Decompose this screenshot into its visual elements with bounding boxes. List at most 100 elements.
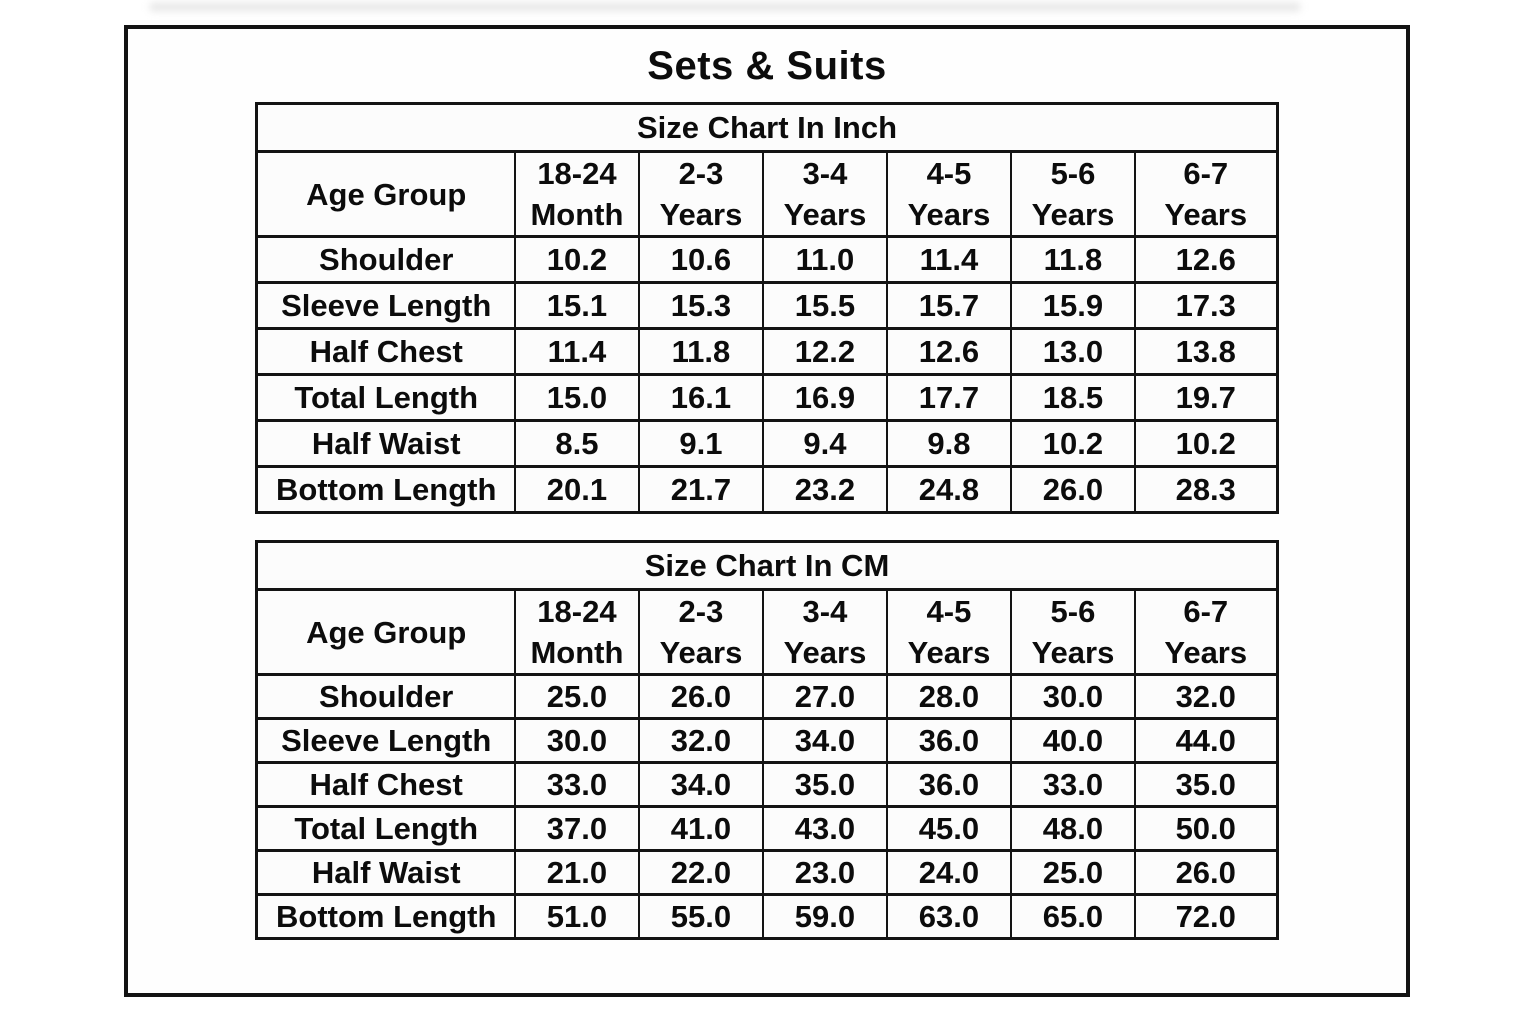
age-unit-label: Years [783,635,867,670]
age-range-label: 5-6 [1050,594,1096,629]
age-range-label: 2-3 [678,594,724,629]
age-unit-label: Years [907,197,991,232]
size-value: 72.0 [1133,893,1279,940]
measurement-label: Total Length [255,373,516,422]
measurement-row: Sleeve Length 15.1 15.3 15.5 15.7 15.9 17.3 [255,281,1279,330]
size-value: 17.7 [885,373,1012,422]
size-value: 59.0 [761,893,888,940]
size-value: 43.0 [761,805,888,852]
age-range-label: 4-5 [926,594,972,629]
size-value: 11.4 [885,235,1012,284]
age-column-header: 18-24 Month [513,150,640,238]
size-value: 51.0 [513,893,640,940]
measurement-label: Half Waist [255,419,516,468]
size-value: 11.8 [637,327,764,376]
table-title-row: Size Chart In CM [255,540,1279,591]
age-range-label: 18-24 [537,594,617,629]
size-value: 26.0 [1009,465,1136,514]
measurement-row: Sleeve Length 30.0 32.0 34.0 36.0 40.0 44.0 [255,717,1279,764]
size-value: 22.0 [637,849,764,896]
age-unit-label: Years [1031,635,1115,670]
size-value: 11.4 [513,327,640,376]
size-value: 23.0 [761,849,888,896]
age-column-header: 4-5 Years [885,150,1012,238]
size-value: 44.0 [1133,717,1279,764]
size-value: 26.0 [637,673,764,720]
measurement-label: Half Waist [255,849,516,896]
size-value: 13.8 [1133,327,1279,376]
measurement-label: Shoulder [255,673,516,720]
size-value: 36.0 [885,717,1012,764]
table-title: Size Chart In Inch [255,102,1279,153]
age-unit-label: Years [1031,197,1115,232]
measurement-label: Sleeve Length [255,717,516,764]
size-value: 24.0 [885,849,1012,896]
age-range-label: 6-7 [1183,156,1229,191]
age-column-header: 3-4 Years [761,150,888,238]
age-column-header: 18-24 Month [513,588,640,676]
size-value: 9.4 [761,419,888,468]
size-value: 30.0 [513,717,640,764]
size-value: 30.0 [1009,673,1136,720]
size-value: 23.2 [761,465,888,514]
size-value: 9.8 [885,419,1012,468]
size-value: 11.0 [761,235,888,284]
size-value: 36.0 [885,761,1012,808]
size-value: 20.1 [513,465,640,514]
size-value: 10.2 [1009,419,1136,468]
size-value: 35.0 [761,761,888,808]
size-value: 15.9 [1009,281,1136,330]
size-value: 37.0 [513,805,640,852]
age-range-label: 6-7 [1183,594,1229,629]
size-value: 15.1 [513,281,640,330]
size-value: 28.0 [885,673,1012,720]
size-value: 9.1 [637,419,764,468]
size-value: 24.8 [885,465,1012,514]
age-range-label: 18-24 [537,156,617,191]
size-value: 10.2 [1133,419,1279,468]
measurement-row: Total Length 37.0 41.0 43.0 45.0 48.0 50.0 [255,805,1279,852]
age-range-label: 4-5 [926,156,972,191]
size-value: 13.0 [1009,327,1136,376]
measurement-label: Half Chest [255,761,516,808]
age-group-header: Age Group [255,588,516,676]
size-value: 34.0 [637,761,764,808]
age-unit-label: Years [783,197,867,232]
age-unit-label: Years [1164,635,1248,670]
measurement-label: Sleeve Length [255,281,516,330]
size-value: 15.7 [885,281,1012,330]
size-value: 10.2 [513,235,640,284]
age-unit-label: Years [907,635,991,670]
age-unit-label: Years [659,635,743,670]
age-group-header: Age Group [255,150,516,238]
size-value: 48.0 [1009,805,1136,852]
measurement-row: Half Chest 33.0 34.0 35.0 36.0 33.0 35.0 [255,761,1279,808]
table-title: Size Chart In CM [255,540,1279,591]
size-value: 15.0 [513,373,640,422]
age-column-header: 5-6 Years [1009,150,1136,238]
size-value: 11.8 [1009,235,1136,284]
size-value: 65.0 [1009,893,1136,940]
age-column-header: 3-4 Years [761,588,888,676]
size-value: 34.0 [761,717,888,764]
size-value: 15.3 [637,281,764,330]
size-chart-inch-table: Size Chart In Inch Age Group 18-24 Month 2-3… [255,102,1279,514]
measurement-row: Bottom Length 51.0 55.0 59.0 63.0 65.0 72.0 [255,893,1279,940]
size-value: 55.0 [637,893,764,940]
measurement-label: Half Chest [255,327,516,376]
size-value: 33.0 [513,761,640,808]
age-unit-label: Month [530,635,624,670]
age-range-label: 3-4 [802,594,848,629]
measurement-row: Bottom Length 20.1 21.7 23.2 24.8 26.0 28.3 [255,465,1279,514]
size-value: 32.0 [1133,673,1279,720]
age-column-header: 6-7 Years [1133,588,1279,676]
measurement-label: Bottom Length [255,465,516,514]
age-unit-label: Years [1164,197,1248,232]
size-value: 50.0 [1133,805,1279,852]
size-value: 26.0 [1133,849,1279,896]
age-column-header: 2-3 Years [637,150,764,238]
measurement-label: Bottom Length [255,893,516,940]
outer-frame: Sets & Suits Size Chart In Inch Age Group… [124,25,1410,997]
age-range-label: 3-4 [802,156,848,191]
